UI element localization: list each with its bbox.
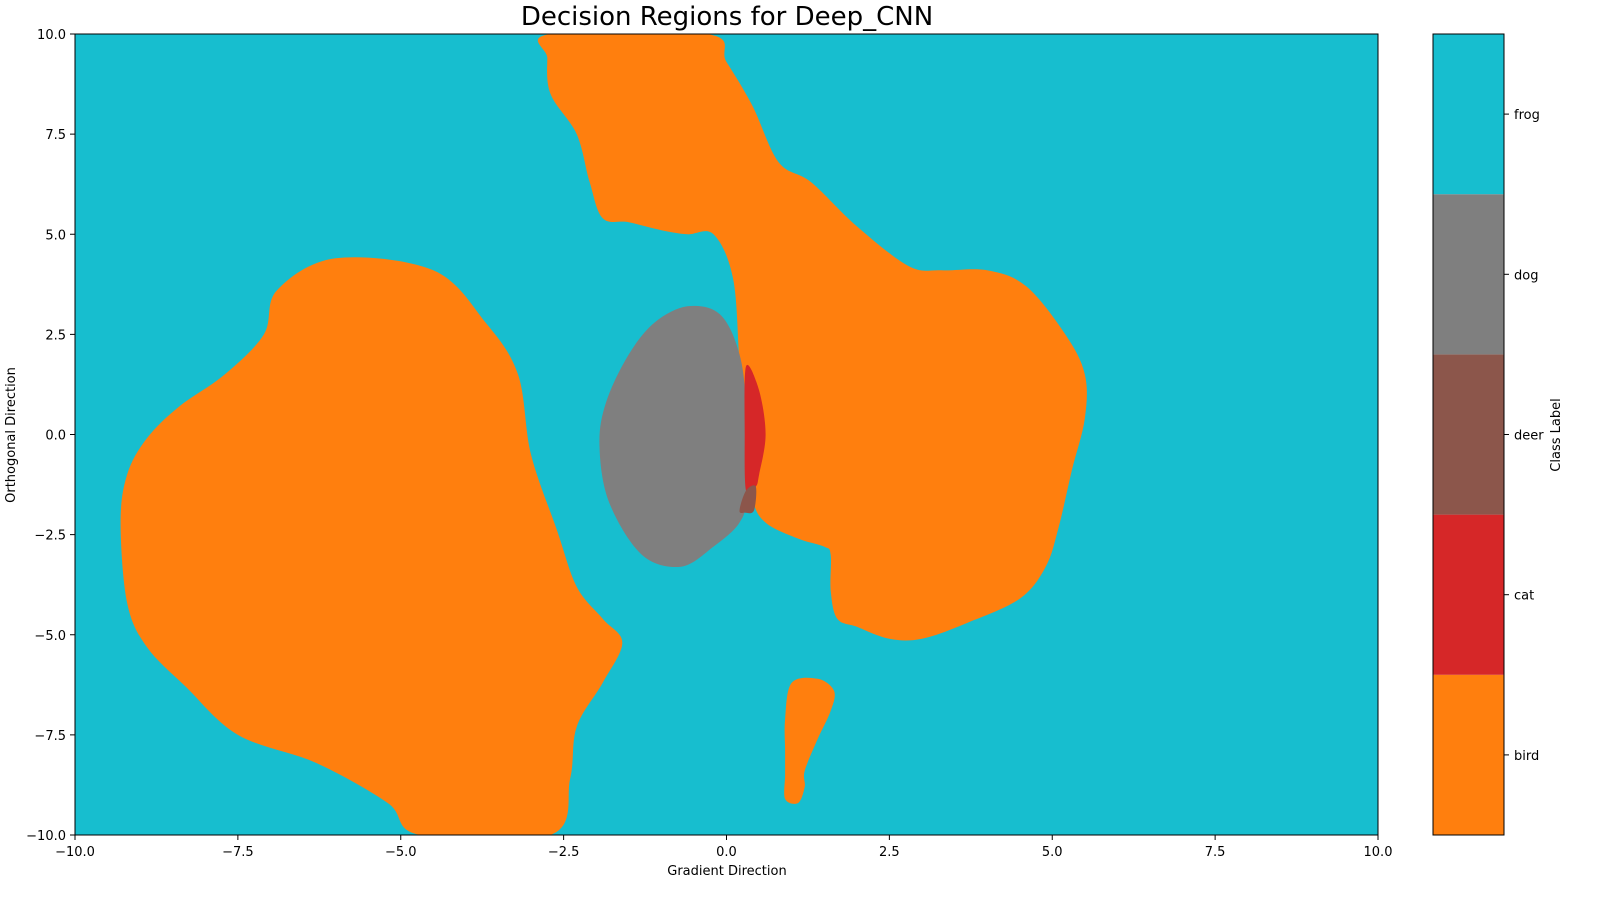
y-axis-label: Orthogonal Direction	[4, 367, 19, 503]
y-axis: −10.0 −7.5 −5.0 −2.5 0.0 2.5 5.0 7.5 10.0	[26, 28, 75, 844]
x-tick-label: −2.5	[548, 845, 580, 860]
x-tick-label: 0.0	[716, 845, 737, 860]
region-cat-4	[744, 364, 766, 495]
x-axis: −10.0 −7.5 −5.0 −2.5 0.0 2.5 5.0 7.5 10.0	[55, 835, 1392, 860]
x-tick-label: −5.0	[385, 845, 417, 860]
colorbar-frame	[1432, 33, 1505, 836]
y-tick-label: 2.5	[45, 328, 66, 343]
region-bird-2	[784, 677, 835, 804]
colorbar: bird cat deer dog frog	[1432, 33, 1544, 836]
region-bird-1	[537, 34, 1087, 641]
y-tick-label: −5.0	[34, 629, 66, 644]
y-tick-label: 7.5	[45, 128, 66, 143]
region-deer-5	[739, 485, 757, 514]
colorbar-segment-deer	[1433, 354, 1504, 515]
plot-area	[74, 33, 1379, 836]
decision-regions	[120, 34, 1087, 835]
y-tick-label: −10.0	[26, 829, 66, 844]
y-tick-label: −2.5	[34, 529, 66, 544]
x-tick-label: −7.5	[222, 845, 254, 860]
y-tick-label: 10.0	[37, 28, 66, 43]
region-dog-3	[599, 305, 747, 568]
colorbar-tick-label: deer	[1514, 429, 1544, 444]
x-tick-label: 5.0	[1042, 845, 1063, 860]
x-axis-label: Gradient Direction	[667, 864, 786, 879]
x-tick-label: 10.0	[1364, 845, 1393, 860]
y-tick-label: −7.5	[34, 729, 66, 744]
colorbar-segment-frog	[1433, 34, 1504, 195]
colorbar-tick-label: dog	[1514, 268, 1538, 283]
x-tick-label: 2.5	[879, 845, 900, 860]
y-tick-label: 0.0	[45, 429, 66, 444]
region-bird-0	[120, 257, 623, 835]
x-tick-label: 7.5	[1205, 845, 1226, 860]
y-tick-label: 5.0	[45, 228, 66, 243]
colorbar-segment-cat	[1433, 514, 1504, 675]
colorbar-segment-dog	[1433, 194, 1504, 355]
colorbar-tick-label: frog	[1514, 108, 1540, 123]
colorbar-segment-bird	[1433, 674, 1504, 835]
colorbar-tick-label: bird	[1514, 749, 1539, 764]
colorbar-tick-label: cat	[1514, 589, 1534, 604]
x-tick-label: −10.0	[55, 845, 95, 860]
chart-title: Decision Regions for Deep_CNN	[521, 2, 933, 32]
colorbar-label: Class Label	[1549, 398, 1564, 471]
